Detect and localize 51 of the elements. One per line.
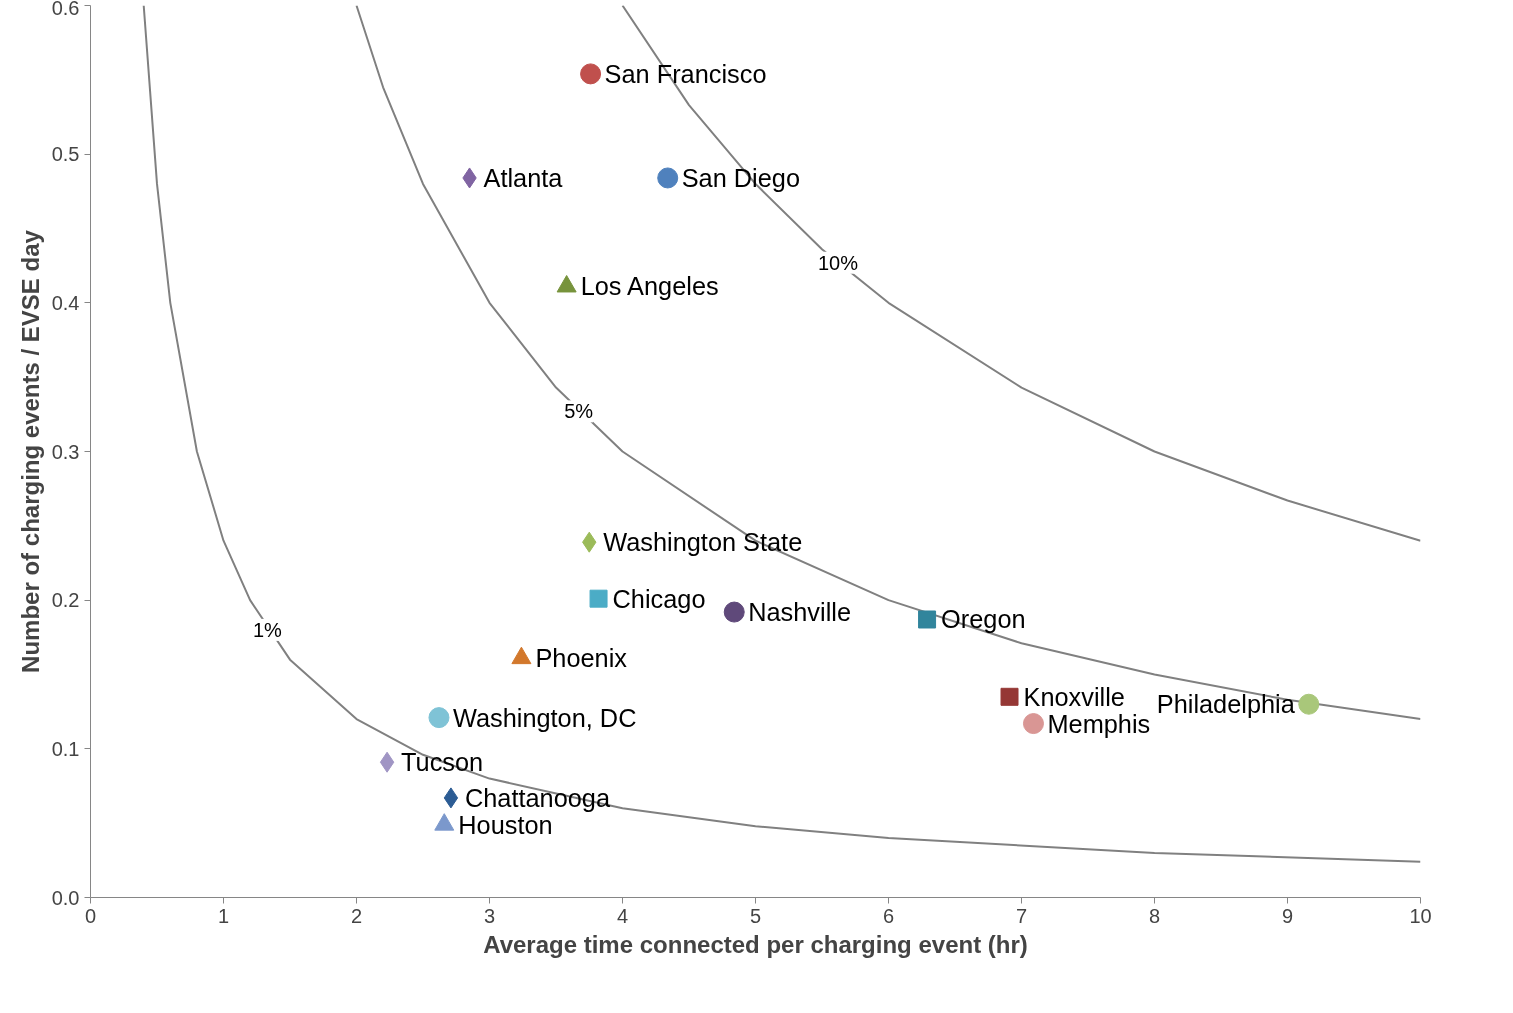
x-tick-label: 9	[1281, 904, 1294, 927]
y-tick-label: 0.6	[51, 0, 80, 19]
x-tick-label: 2	[350, 904, 363, 927]
series-label: Tucson	[401, 748, 484, 777]
series-label: San Diego	[681, 163, 800, 192]
series-label: Chattanooga	[464, 783, 611, 812]
point	[918, 610, 937, 629]
y-tick-label: 0.3	[51, 440, 80, 463]
x-tick-label: 1	[217, 904, 230, 927]
x-tick-label: 10	[1409, 904, 1432, 927]
x-axis-title: Average time connected per charging event (hr)	[483, 930, 1028, 958]
point	[1000, 687, 1019, 706]
point	[428, 707, 450, 729]
x-tick-label: 7	[1015, 904, 1028, 927]
series-label: Houston	[458, 810, 553, 839]
x-tick-label: 4	[616, 904, 629, 927]
point	[443, 787, 459, 809]
x-tick-label: 5	[749, 904, 762, 927]
series-label: Phoenix	[535, 644, 628, 673]
point	[580, 63, 602, 85]
x-tick-label: 8	[1148, 904, 1161, 927]
x-tick-label: 6	[882, 904, 895, 927]
point	[589, 589, 608, 608]
annotation: 1%	[252, 618, 283, 641]
series-label: Memphis	[1047, 709, 1151, 738]
y-axis-title: Number of charging events / EVSE day	[16, 229, 44, 673]
y-tick-label: 0.1	[51, 737, 80, 760]
annotation: 5%	[564, 400, 594, 423]
series-label: Washington State	[603, 528, 803, 557]
line-series	[142, 5, 1421, 863]
series-label: Los Angeles	[580, 272, 719, 301]
point	[723, 601, 745, 623]
series-label: Oregon	[941, 605, 1026, 634]
series-label: Washington, DC	[452, 703, 637, 732]
y-tick-label: 0.0	[51, 886, 80, 909]
series-label: Nashville	[748, 598, 851, 627]
series-label: Knoxville	[1023, 682, 1125, 711]
point	[379, 751, 395, 773]
point	[1298, 693, 1320, 715]
x-tick-label: 3	[483, 904, 496, 927]
y-tick-label: 0.5	[51, 143, 80, 166]
y-tick-label: 0.2	[51, 589, 80, 612]
y-tick-label: 0.4	[51, 291, 80, 314]
x-tick-label: 0	[84, 904, 97, 927]
point	[657, 167, 679, 189]
series-label: Philadelphia	[1156, 690, 1296, 719]
annotation: 10%	[817, 251, 859, 274]
series-label: San Francisco	[604, 59, 767, 88]
series-label: Atlanta	[483, 163, 564, 192]
point	[1022, 713, 1044, 735]
series-label: Chicago	[612, 584, 706, 613]
